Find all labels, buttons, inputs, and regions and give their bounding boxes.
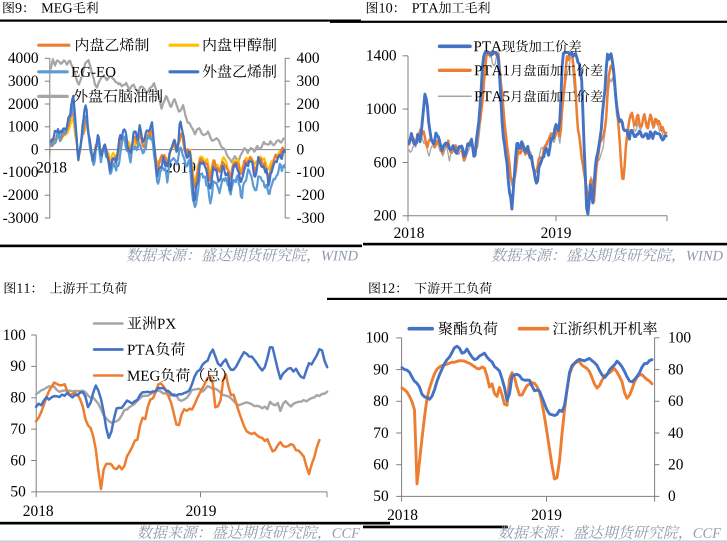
svg-text:2018: 2018 (23, 503, 54, 520)
svg-text:90: 90 (373, 361, 389, 378)
svg-text:3000: 3000 (8, 73, 39, 90)
svg-text:200: 200 (297, 96, 320, 113)
svg-text:-2000: -2000 (3, 187, 39, 204)
svg-text:80: 80 (373, 393, 389, 410)
svg-text:60: 60 (373, 457, 389, 474)
svg-text:0: 0 (668, 488, 676, 505)
svg-text:2000: 2000 (8, 96, 39, 113)
svg-text:400: 400 (297, 50, 320, 67)
svg-text:4000: 4000 (8, 50, 39, 67)
svg-text:40: 40 (668, 425, 684, 442)
svg-text:80: 80 (668, 361, 684, 378)
svg-text:2018: 2018 (36, 159, 67, 176)
svg-text:1000: 1000 (366, 101, 397, 118)
svg-text:2019: 2019 (186, 503, 217, 520)
svg-text:50: 50 (10, 484, 26, 501)
svg-text:1400: 1400 (366, 48, 397, 65)
svg-text:600: 600 (374, 154, 397, 171)
svg-text:2018: 2018 (394, 225, 425, 242)
svg-text:2019: 2019 (531, 507, 562, 524)
svg-text:100: 100 (297, 119, 320, 136)
svg-text:50: 50 (373, 488, 389, 505)
svg-text:1000: 1000 (8, 119, 39, 136)
svg-text:300: 300 (297, 73, 320, 90)
svg-text:100: 100 (366, 330, 389, 347)
svg-text:0: 0 (297, 141, 305, 158)
svg-text:80: 80 (10, 390, 26, 407)
svg-text:0: 0 (31, 141, 39, 158)
svg-text:200: 200 (374, 208, 397, 225)
svg-text:100: 100 (668, 330, 691, 347)
svg-text:70: 70 (10, 421, 26, 438)
svg-text:60: 60 (10, 452, 26, 469)
svg-text:2019: 2019 (541, 225, 572, 242)
svg-text:-100: -100 (297, 164, 326, 181)
svg-text:70: 70 (373, 425, 389, 442)
svg-text:20: 20 (668, 457, 684, 474)
svg-text:-1000: -1000 (3, 164, 39, 181)
svg-text:60: 60 (668, 393, 684, 410)
svg-text:-300: -300 (297, 210, 326, 227)
svg-text:100: 100 (3, 327, 26, 344)
svg-text:2018: 2018 (387, 507, 418, 524)
svg-text:-200: -200 (297, 187, 326, 204)
svg-text:90: 90 (10, 358, 26, 375)
svg-text:-3000: -3000 (3, 210, 39, 227)
